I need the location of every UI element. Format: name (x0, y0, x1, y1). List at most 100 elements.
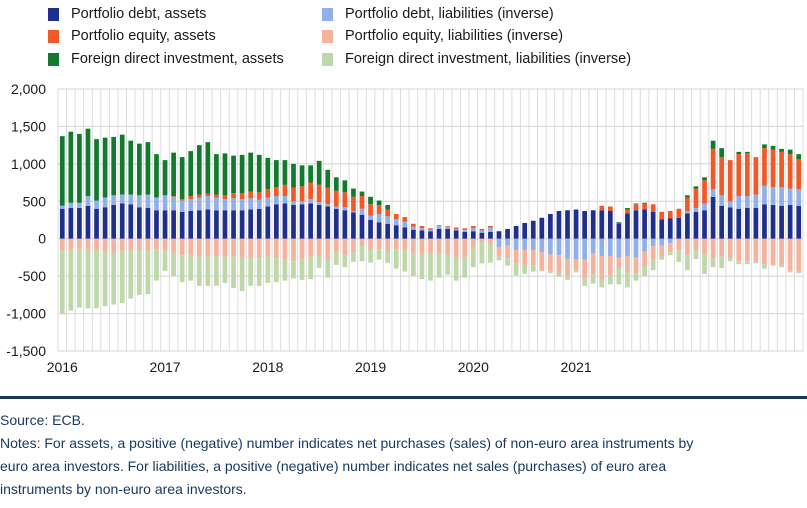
bar-segment-foreign-direct-investment-liabilities-inverse (685, 255, 690, 271)
bar-segment-foreign-direct-investment-liabilities-inverse (744, 261, 750, 265)
bar-segment-portfolio-debt-liabilities-inverse (222, 199, 228, 211)
bar-segment-portfolio-debt-assets (85, 205, 91, 239)
bar-segment-portfolio-debt-assets (650, 211, 656, 239)
legend-label: Foreign direct investment, assets (71, 51, 284, 67)
bar-segment-portfolio-debt-assets (565, 210, 570, 239)
bar-segment-portfolio-debt-assets (299, 204, 305, 239)
bar-segment-foreign-direct-investment-liabilities-inverse (436, 253, 442, 278)
bar-segment-foreign-direct-investment-liabilities-inverse (248, 257, 254, 286)
bar-segment-portfolio-equity-liabilities-inverse (445, 238, 450, 255)
bar-segment-foreign-direct-investment-liabilities-inverse (171, 253, 176, 277)
bar-segment-portfolio-equity-liabilities-inverse (770, 238, 776, 265)
bar-segment-foreign-direct-investment-liabilities-inverse (513, 263, 519, 276)
bar-segment-portfolio-debt-liabilities-inverse (693, 208, 699, 212)
bar-segment-portfolio-equity-assets (316, 184, 322, 203)
bar-segment-portfolio-equity-liabilities-inverse (488, 238, 493, 244)
bar-segment-portfolio-equity-assets (419, 225, 425, 229)
bar-segment-portfolio-debt-assets (145, 208, 151, 239)
bar-segment-foreign-direct-investment-assets (787, 149, 793, 155)
bar-segment-foreign-direct-investment-assets (222, 153, 228, 196)
bar-segment-portfolio-debt-assets (607, 211, 613, 239)
bar-segment-portfolio-equity-assets (368, 204, 373, 216)
bar-segment-portfolio-debt-assets (68, 208, 74, 239)
bar-segment-portfolio-debt-assets (702, 210, 707, 239)
bar-segment-foreign-direct-investment-liabilities-inverse (470, 247, 476, 268)
bar-segment-foreign-direct-investment-liabilities-inverse (796, 271, 802, 274)
bar-segment-foreign-direct-investment-liabilities-inverse (522, 264, 528, 274)
bar-segment-portfolio-equity-assets (470, 225, 476, 229)
bar-segment-foreign-direct-investment-liabilities-inverse (607, 275, 613, 285)
bar-segment-foreign-direct-investment-assets (625, 208, 630, 210)
bar-segment-portfolio-debt-liabilities-inverse (616, 238, 622, 258)
bar-segment-portfolio-equity-liabilities-inverse (633, 257, 639, 274)
bar-segment-portfolio-equity-assets (222, 195, 228, 200)
bar-segment-portfolio-debt-liabilities-inverse (710, 189, 716, 197)
legend-item-portfolio-debt-liabilities: Portfolio debt, liabilities (inverse) (322, 6, 554, 22)
bar-segment-foreign-direct-investment-liabilities-inverse (291, 261, 296, 279)
bar-segment-foreign-direct-investment-liabilities-inverse (274, 258, 279, 283)
bar-segment-portfolio-equity-liabilities-inverse (385, 238, 391, 252)
bar-segment-portfolio-debt-assets (470, 231, 476, 239)
bar-segment-foreign-direct-investment-liabilities-inverse (411, 253, 416, 277)
bar-segment-portfolio-debt-assets (274, 204, 279, 239)
bar-segment-portfolio-debt-assets (351, 212, 356, 239)
bar-segment-portfolio-debt-liabilities-inverse (530, 238, 536, 250)
bar-segment-portfolio-debt-liabilities-inverse (68, 202, 74, 209)
bar-segment-portfolio-debt-assets (393, 225, 399, 239)
bar-segment-foreign-direct-investment-liabilities-inverse (488, 243, 493, 263)
bar-segment-foreign-direct-investment-liabilities-inverse (231, 256, 236, 289)
bar-segment-portfolio-debt-liabilities-inverse (59, 205, 65, 209)
bar-segment-portfolio-debt-assets (693, 211, 699, 239)
bar-segment-foreign-direct-investment-liabilities-inverse (787, 270, 793, 273)
notes-line: instruments by non-euro area investors. (0, 481, 247, 497)
bar-segment-portfolio-debt-assets (136, 207, 142, 239)
bar-segment-portfolio-equity-assets (727, 160, 733, 202)
bar-segment-portfolio-debt-assets (368, 220, 373, 239)
bar-segment-foreign-direct-investment-assets (325, 169, 331, 188)
x-tick-label: 2020 (458, 359, 489, 375)
bar-segment-foreign-direct-investment-liabilities-inverse (205, 256, 211, 286)
bar-segment-portfolio-equity-liabilities-inverse (616, 257, 622, 268)
bar-segment-foreign-direct-investment-assets (744, 151, 750, 154)
bar-segment-portfolio-debt-assets (548, 214, 553, 239)
bar-segment-portfolio-debt-assets (291, 205, 296, 239)
bar-segment-portfolio-equity-assets (231, 193, 236, 199)
bar-segment-foreign-direct-investment-liabilities-inverse (496, 256, 502, 261)
bar-segment-portfolio-equity-liabilities-inverse (744, 238, 750, 262)
bar-segment-foreign-direct-investment-assets (316, 160, 322, 185)
bar-segment-foreign-direct-investment-assets (94, 139, 99, 201)
bar-segment-portfolio-equity-liabilities-inverse (342, 238, 348, 256)
legend-label: Portfolio equity, liabilities (inverse) (345, 28, 564, 44)
bar-segment-portfolio-debt-liabilities-inverse (599, 238, 605, 256)
bar-segment-portfolio-debt-assets (625, 213, 630, 239)
bar-segment-portfolio-equity-assets (599, 205, 605, 211)
bar-segment-portfolio-equity-liabilities-inverse (102, 238, 108, 252)
bar-segment-foreign-direct-investment-liabilities-inverse (145, 249, 151, 295)
bar-segment-portfolio-equity-assets (659, 211, 665, 220)
bar-segment-foreign-direct-investment-assets (248, 152, 254, 192)
bar-segment-portfolio-debt-assets (453, 230, 459, 239)
x-tick-label: 2019 (355, 359, 386, 375)
bar-segment-portfolio-equity-assets (376, 205, 382, 215)
bar-segment-portfolio-equity-assets (650, 204, 656, 212)
bar-segment-portfolio-equity-assets (393, 214, 399, 220)
bar-segment-portfolio-equity-assets (779, 151, 784, 188)
bar-segment-foreign-direct-investment-liabilities-inverse (702, 254, 707, 274)
bar-segment-portfolio-debt-assets (282, 203, 288, 239)
legend-swatch (48, 52, 59, 66)
bar-segment-portfolio-equity-liabilities-inverse (325, 238, 331, 260)
bar-segment-portfolio-equity-assets (676, 208, 682, 218)
bar-segment-portfolio-debt-liabilities-inverse (128, 194, 134, 205)
bar-segment-portfolio-equity-assets (248, 191, 254, 199)
legend-item-portfolio-equity-liabilities: Portfolio equity, liabilities (inverse) (322, 28, 563, 44)
bar-segment-portfolio-equity-liabilities-inverse (299, 238, 305, 260)
bar-segment-foreign-direct-investment-assets (385, 205, 391, 210)
bar-segment-portfolio-debt-assets (205, 209, 211, 239)
bar-segment-foreign-direct-investment-liabilities-inverse (548, 270, 553, 274)
bar-segment-portfolio-debt-assets (556, 211, 562, 239)
bar-segment-portfolio-equity-assets (633, 204, 639, 211)
bar-segment-portfolio-debt-liabilities-inverse (308, 199, 313, 204)
bar-segment-foreign-direct-investment-liabilities-inverse (590, 274, 596, 284)
bar-segment-portfolio-debt-assets (436, 228, 442, 239)
bar-segment-foreign-direct-investment-liabilities-inverse (693, 249, 699, 259)
